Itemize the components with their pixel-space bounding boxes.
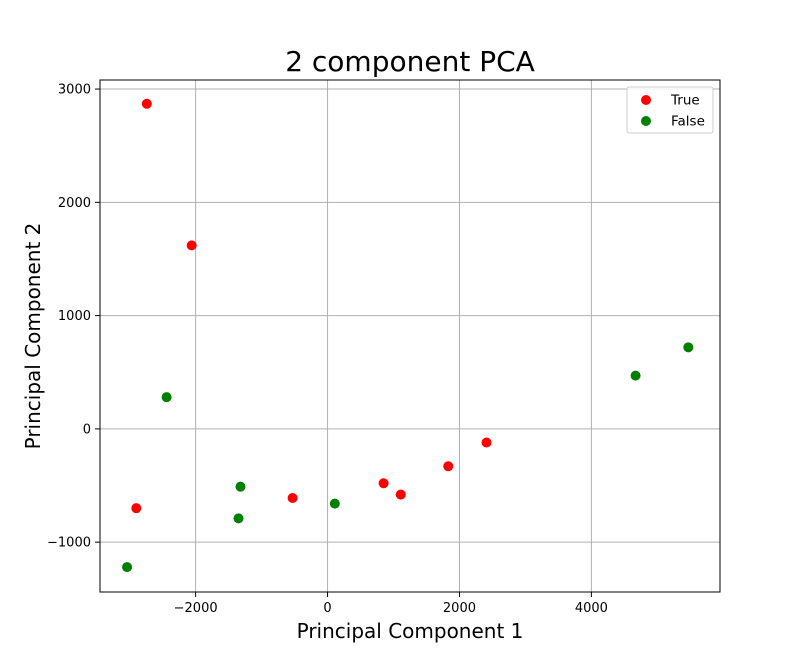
legend-label-true: True <box>670 93 700 109</box>
data-point-true <box>287 492 298 503</box>
data-point-true <box>378 478 389 489</box>
y-tick-label: 1000 <box>58 309 91 324</box>
ticks-layer: −2000 0 2000 4000 −1000 0 1000 2000 3000 <box>47 83 608 616</box>
data-point-true <box>186 240 197 251</box>
y-tick-label: 2000 <box>58 196 91 211</box>
data-point-true <box>131 503 142 514</box>
y-axis-title: Principal Component 2 <box>21 223 45 450</box>
data-point-true <box>395 489 406 500</box>
legend-marker-true <box>641 95 651 105</box>
plot-area-frame <box>99 79 721 593</box>
data-point-false <box>683 342 694 353</box>
y-tick-label: 0 <box>83 422 91 437</box>
x-tick-label: 4000 <box>575 601 608 616</box>
x-axis-title: Principal Component 1 <box>297 619 524 643</box>
legend-label-false: False <box>671 114 705 130</box>
data-point-false <box>233 513 244 524</box>
x-tick-label: 0 <box>323 601 331 616</box>
legend: True False <box>626 86 714 134</box>
x-tick-label: 2000 <box>443 601 476 616</box>
data-point-true <box>481 437 492 448</box>
x-tick-label: −2000 <box>174 601 218 616</box>
data-point-false <box>329 498 340 509</box>
data-point-false <box>161 392 172 403</box>
data-point-false <box>122 562 133 573</box>
y-tick-label: 3000 <box>58 83 91 98</box>
y-tick-label: −1000 <box>47 536 91 551</box>
data-point-true <box>443 461 454 472</box>
legend-marker-false <box>641 116 651 126</box>
data-point-true <box>141 98 152 109</box>
data-point-false <box>235 481 246 492</box>
data-point-false <box>630 370 641 381</box>
points-layer <box>122 98 694 573</box>
grid-layer <box>100 80 720 592</box>
chart-title: 2 component PCA <box>285 45 535 78</box>
